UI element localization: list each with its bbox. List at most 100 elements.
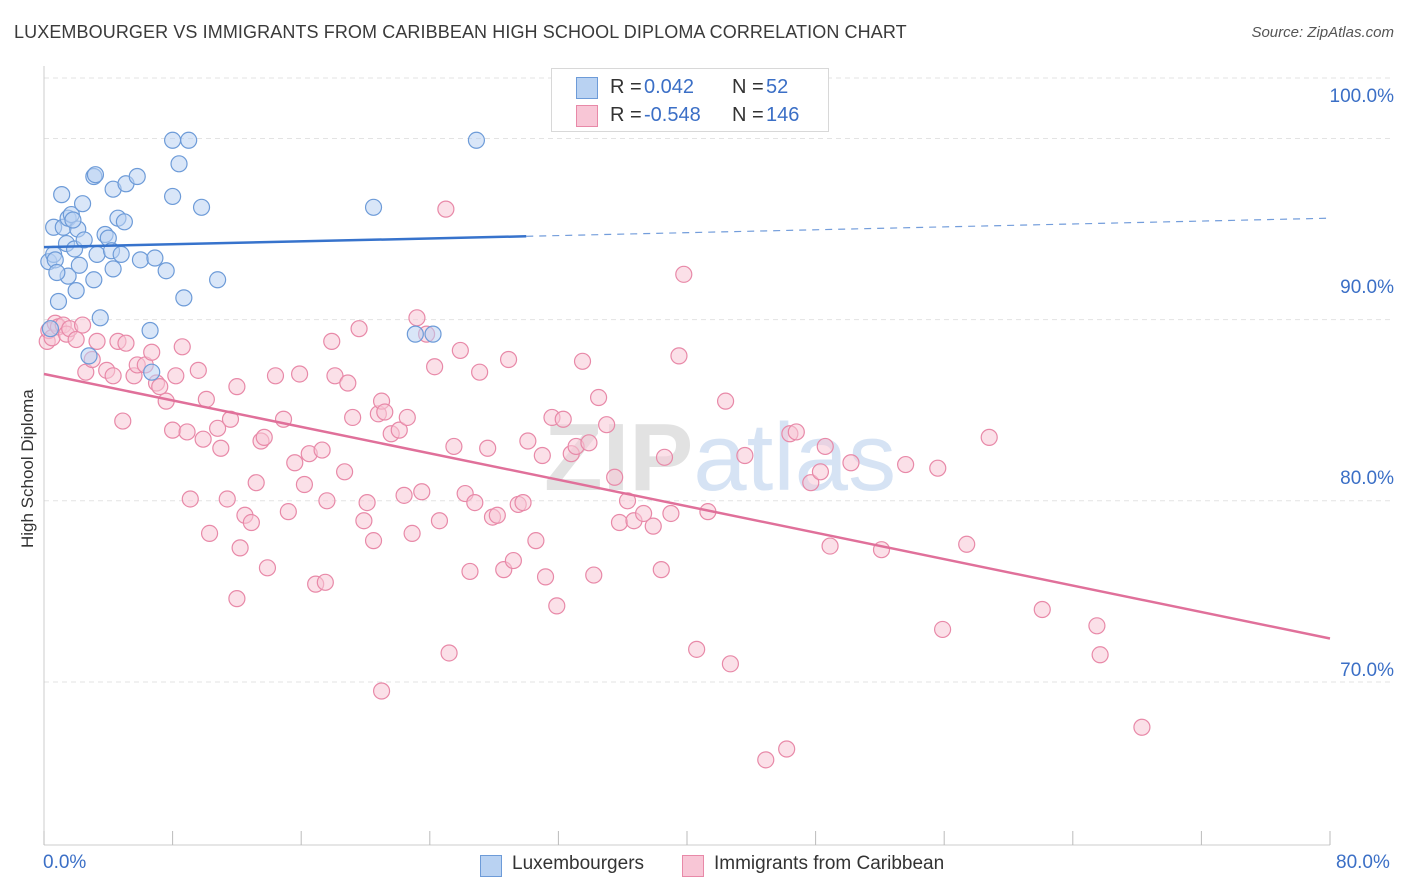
caribbean-point xyxy=(228,590,246,608)
y-axis-label: High School Diploma xyxy=(18,389,37,548)
legend-row-caribbean: R = -0.548 N = 146 xyxy=(552,101,828,129)
caribbean-point xyxy=(326,367,344,385)
caribbean-point xyxy=(816,437,834,456)
caribbean-point xyxy=(266,367,285,385)
caribbean-point xyxy=(451,341,469,360)
luxembourger-point xyxy=(146,249,164,267)
luxembourger-point xyxy=(164,131,182,149)
luxembourger-trend-extension xyxy=(526,217,1331,237)
luxembourger-point xyxy=(112,245,130,264)
bottom-legend-swatch-blue xyxy=(480,855,502,877)
caribbean-point xyxy=(258,559,277,577)
caribbean-point xyxy=(440,644,458,662)
luxembourger-point xyxy=(85,271,103,289)
luxembourger-point xyxy=(91,309,109,327)
luxembourger-point xyxy=(75,231,93,249)
caribbean-point xyxy=(408,309,426,327)
caribbean-point xyxy=(1033,600,1051,619)
grid-lines xyxy=(44,77,1394,683)
caribbean-point xyxy=(364,532,383,550)
caribbean-point xyxy=(554,410,572,428)
caribbean-point xyxy=(323,332,341,350)
caribbean-point xyxy=(67,330,85,349)
caribbean-point xyxy=(757,751,775,769)
caribbean-point xyxy=(295,475,314,494)
caribbean-point xyxy=(164,421,182,439)
caribbean-points xyxy=(38,200,1151,769)
caribbean-point xyxy=(430,512,449,530)
caribbean-point xyxy=(209,419,227,437)
caribbean-point xyxy=(504,551,522,570)
luxembourger-point xyxy=(115,213,133,231)
luxembourger-point xyxy=(141,321,159,340)
caribbean-point xyxy=(644,517,662,535)
caribbean-point xyxy=(358,494,376,512)
legend-row-luxembourgers: R = 0.042 N = 52 xyxy=(552,73,828,101)
caribbean-point xyxy=(117,334,135,352)
caribbean-point xyxy=(499,350,518,369)
caribbean-point xyxy=(652,561,670,579)
caribbean-point xyxy=(390,421,408,439)
caribbean-point xyxy=(114,412,132,430)
caribbean-point xyxy=(842,454,860,472)
caribbean-point xyxy=(350,320,368,338)
caribbean-point xyxy=(255,428,273,446)
caribbean-point xyxy=(247,474,265,492)
luxembourger-trend-line xyxy=(43,235,527,249)
luxembourger-point xyxy=(131,251,150,269)
caribbean-point xyxy=(73,316,92,334)
luxembourger-point xyxy=(128,167,146,186)
caribbean-point xyxy=(290,365,309,383)
caribbean-point xyxy=(286,454,304,472)
y-tick-90: 90.0% xyxy=(1340,277,1394,298)
caribbean-point xyxy=(445,437,463,456)
caribbean-point xyxy=(811,463,830,481)
luxembourger-point xyxy=(209,271,227,289)
luxembourger-point xyxy=(41,320,60,338)
caribbean-point xyxy=(189,361,207,379)
caribbean-point xyxy=(181,490,199,508)
legend-n-value: 146 xyxy=(766,104,800,126)
caribbean-point xyxy=(88,332,106,350)
legend-r-value: 0.042 xyxy=(644,76,695,98)
legend-r-value: -0.548 xyxy=(644,104,701,126)
caribbean-point xyxy=(279,503,297,521)
luxembourger-point xyxy=(424,325,442,343)
legend-swatch-pink xyxy=(576,105,598,127)
caribbean-point xyxy=(413,483,431,501)
caribbean-point xyxy=(533,446,551,465)
luxembourger-point xyxy=(364,198,383,216)
trend-lines xyxy=(43,217,1331,640)
luxembourger-point xyxy=(157,262,175,280)
caribbean-point xyxy=(980,428,998,446)
legend-r-label: R = xyxy=(610,76,642,98)
luxembourger-point xyxy=(53,186,71,204)
caribbean-point xyxy=(339,374,357,392)
caribbean-point xyxy=(461,562,479,581)
caribbean-point xyxy=(721,655,740,673)
caribbean-point xyxy=(519,432,537,450)
luxembourger-point xyxy=(104,260,122,278)
caribbean-point xyxy=(1133,718,1151,736)
caribbean-point xyxy=(675,265,693,283)
caribbean-point xyxy=(787,423,805,441)
bottom-legend-swatch-pink xyxy=(682,855,704,877)
legend-r-label: R = xyxy=(610,104,642,126)
caribbean-point xyxy=(802,474,820,492)
luxembourger-point xyxy=(48,263,66,282)
caribbean-point xyxy=(376,403,394,421)
caribbean-point xyxy=(194,430,212,448)
caribbean-point xyxy=(318,492,336,510)
caribbean-point xyxy=(218,490,236,508)
caribbean-point xyxy=(580,434,598,452)
caribbean-point xyxy=(548,597,566,615)
caribbean-point xyxy=(736,446,754,465)
caribbean-point xyxy=(821,537,839,555)
caribbean-point xyxy=(589,388,608,407)
caribbean-point xyxy=(536,568,555,586)
caribbean-point xyxy=(344,408,362,427)
caribbean-point xyxy=(231,539,249,557)
luxembourger-point xyxy=(49,292,68,311)
caribbean-trend-line xyxy=(43,372,1331,640)
caribbean-point xyxy=(1088,617,1106,635)
